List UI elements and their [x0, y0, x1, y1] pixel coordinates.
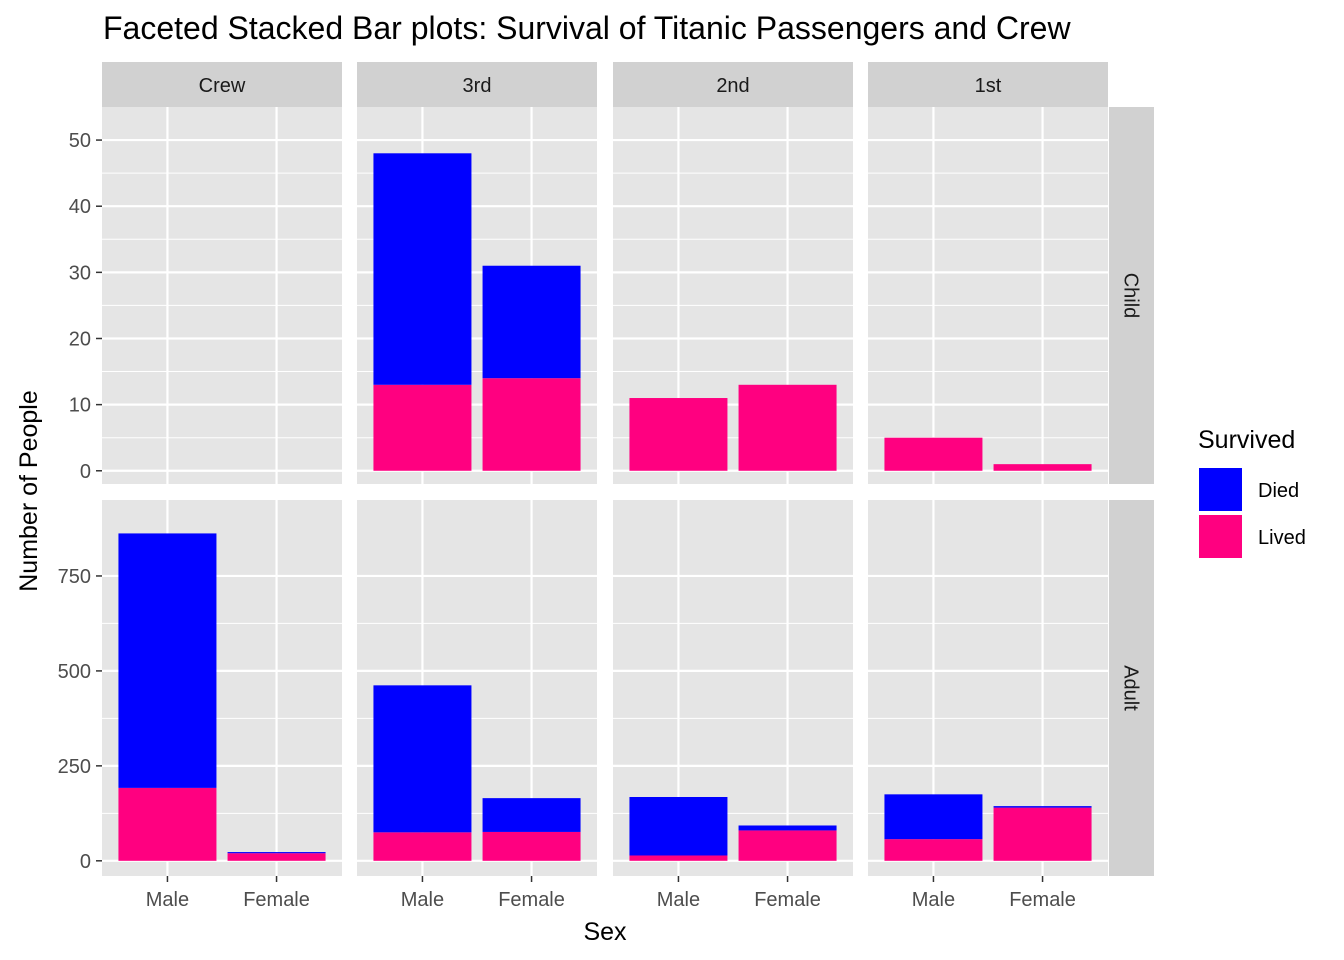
bar-lived-female-2nd-adult — [738, 830, 837, 861]
bar-lived-female-3rd-child — [482, 378, 581, 471]
bar-lived-female-1st-adult — [993, 807, 1092, 861]
bar-died-female-3rd-adult — [482, 798, 581, 832]
legend-swatch-died — [1199, 468, 1242, 511]
facet-label-3rd: 3rd — [463, 75, 492, 97]
facet-label-child: Child — [1120, 273, 1142, 319]
y-tick-label: 20 — [69, 328, 91, 350]
bar-lived-male-1st-child — [884, 437, 983, 471]
x-tick-label: Male — [657, 889, 700, 911]
x-tick-label: Male — [401, 889, 444, 911]
panel-child-crew — [102, 107, 342, 484]
bar-died-male-2nd-adult — [629, 797, 728, 856]
bar-lived-male-2nd-child — [629, 398, 728, 471]
bar-lived-male-2nd-adult — [629, 855, 728, 861]
y-tick-label: 40 — [69, 196, 91, 218]
facet-label-adult: Adult — [1120, 665, 1142, 711]
bar-lived-female-1st-child — [993, 464, 1092, 471]
facet-label-2nd: 2nd — [716, 75, 749, 97]
x-tick-label: Female — [1009, 889, 1076, 911]
facet-strip-2nd — [613, 62, 853, 107]
bar-died-male-crew-adult — [118, 533, 217, 788]
bar-died-female-crew-adult — [227, 852, 326, 854]
legend-label-lived: Lived — [1258, 527, 1306, 549]
bar-died-male-3rd-adult — [373, 685, 472, 833]
bar-lived-female-2nd-child — [738, 384, 837, 471]
facet-strip-adult — [1109, 500, 1154, 876]
bar-lived-male-1st-adult — [884, 839, 983, 861]
y-tick-label: 50 — [69, 130, 91, 152]
x-tick-label: Male — [912, 889, 955, 911]
bar-lived-male-3rd-adult — [373, 832, 472, 861]
bar-lived-female-3rd-adult — [482, 831, 581, 861]
y-tick-label: 30 — [69, 262, 91, 284]
y-tick-label: 0 — [80, 461, 91, 483]
facet-strip-1st — [868, 62, 1108, 107]
panel-child-1st — [868, 107, 1108, 484]
facet-label-crew: Crew — [199, 75, 246, 97]
legend-title: Survived — [1198, 426, 1295, 454]
y-tick-label: 10 — [69, 395, 91, 417]
bar-died-female-3rd-child — [482, 265, 581, 379]
bar-died-male-3rd-child — [373, 153, 472, 385]
bar-died-female-1st-adult — [993, 806, 1092, 808]
bar-lived-male-3rd-child — [373, 384, 472, 471]
y-tick-label: 500 — [58, 661, 91, 683]
legend-items: Died Lived — [1199, 468, 1306, 558]
x-tick-label: Female — [498, 889, 565, 911]
y-tick-label: 250 — [58, 756, 91, 778]
facet-strip-3rd — [357, 62, 597, 107]
legend-swatch-lived — [1199, 515, 1242, 558]
bar-lived-female-crew-adult — [227, 853, 326, 861]
x-tick-label: Male — [146, 889, 189, 911]
legend-label-died: Died — [1258, 480, 1299, 502]
x-axis-title: Sex — [583, 918, 627, 946]
x-tick-label: Female — [243, 889, 310, 911]
facet-label-1st: 1st — [975, 75, 1002, 97]
facet-strip-crew — [102, 62, 342, 107]
x-tick-label: Female — [754, 889, 821, 911]
y-tick-label: 0 — [80, 851, 91, 873]
bar-died-female-2nd-adult — [738, 825, 837, 831]
facet-strip-child — [1109, 107, 1154, 484]
bar-lived-male-crew-adult — [118, 787, 217, 861]
bar-died-male-1st-adult — [884, 794, 983, 840]
y-tick-label: 750 — [58, 566, 91, 588]
panels-layer: Crew 3rd 2nd 1st Child 0 10 20 30 40 50 Adult 0 250 50… — [58, 62, 1154, 911]
chart-title: Faceted Stacked Bar plots: Survival of T… — [103, 10, 1071, 46]
legend: Survived Died Lived — [1198, 426, 1306, 558]
y-axis-title: Number of People — [15, 390, 43, 592]
